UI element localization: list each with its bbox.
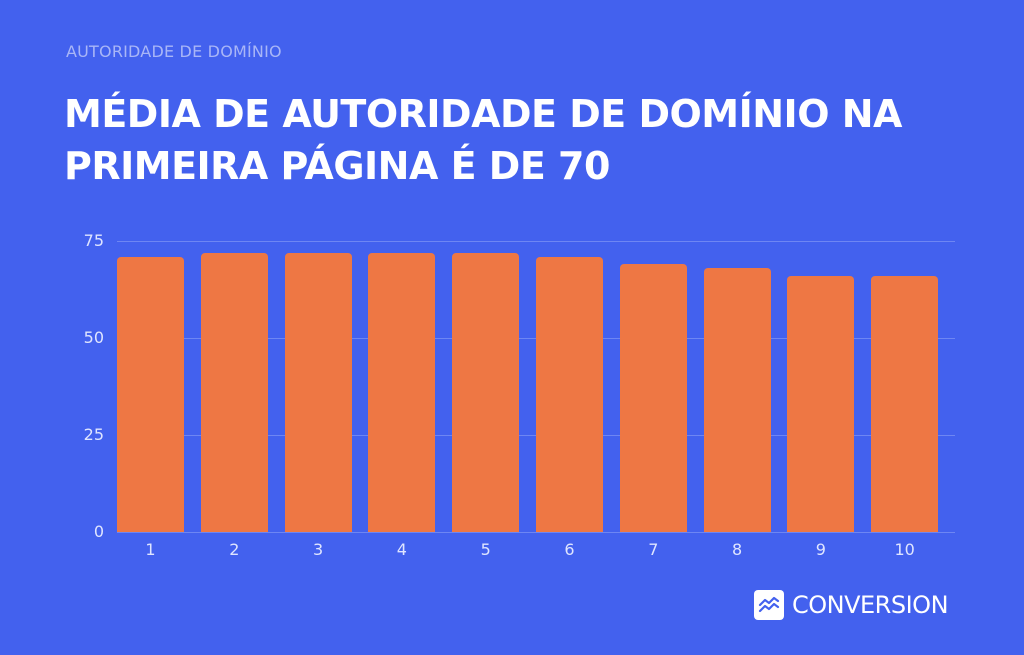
brand-name: CONVERSION: [792, 591, 948, 619]
x-tick-label: 9: [787, 540, 854, 559]
x-tick-label: 1: [117, 540, 184, 559]
plot-area: [117, 241, 955, 532]
bar: [452, 253, 519, 532]
bar: [620, 264, 687, 532]
chart-subtitle: AUTORIDADE DE DOMÍNIO: [66, 42, 282, 61]
x-tick-label: 10: [871, 540, 938, 559]
chart-lines-icon: [754, 590, 784, 620]
bar: [871, 276, 938, 532]
y-tick-label: 0: [60, 522, 104, 541]
y-tick-label: 75: [60, 231, 104, 250]
bar: [201, 253, 268, 532]
y-tick-label: 50: [60, 328, 104, 347]
x-tick-label: 5: [452, 540, 519, 559]
bar: [704, 268, 771, 532]
x-tick-label: 3: [285, 540, 352, 559]
gridline: [117, 532, 955, 533]
chart-title: MÉDIA DE AUTORIDADE DE DOMÍNIO NA PRIMEI…: [64, 88, 964, 192]
x-tick-label: 7: [620, 540, 687, 559]
bar: [787, 276, 854, 532]
x-tick-label: 8: [704, 540, 771, 559]
x-tick-label: 6: [536, 540, 603, 559]
bar-series: [117, 241, 955, 532]
bar: [368, 253, 435, 532]
bar: [117, 257, 184, 532]
bar: [285, 253, 352, 532]
brand-logo: CONVERSION: [754, 590, 948, 620]
bar: [536, 257, 603, 532]
x-tick-label: 2: [201, 540, 268, 559]
y-tick-label: 25: [60, 425, 104, 444]
x-tick-label: 4: [368, 540, 435, 559]
